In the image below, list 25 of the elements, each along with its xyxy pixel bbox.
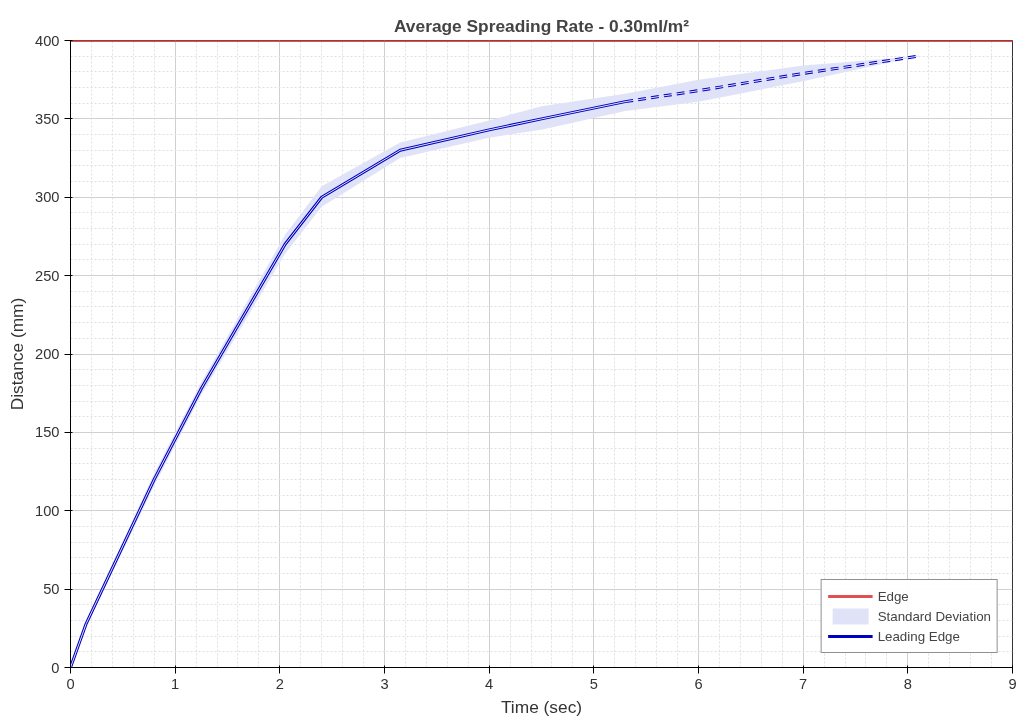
y-tick-label: 100: [35, 502, 60, 519]
x-tick-label: 8: [903, 675, 912, 692]
y-axis-title: Distance (mm): [7, 297, 28, 411]
x-tick-label: 3: [380, 675, 389, 692]
x-tick-label: 1: [171, 675, 180, 692]
y-tick-label: 300: [35, 189, 60, 206]
x-tick-label: 2: [275, 675, 284, 692]
x-tick-label: 0: [66, 675, 75, 692]
y-tick-label: 50: [43, 581, 60, 598]
y-tick-label: 150: [35, 424, 60, 441]
legend-label: Leading Edge: [877, 628, 960, 644]
x-tick-label: 6: [694, 675, 703, 692]
x-axis-title: Time (sec): [500, 696, 583, 717]
y-tick-label: 0: [51, 659, 60, 676]
x-tick-label: 4: [485, 675, 494, 692]
x-tick-label: 5: [589, 675, 598, 692]
legend-label: Standard Deviation: [877, 608, 991, 624]
y-tick-label: 350: [35, 110, 60, 127]
chart-title: Average Spreading Rate - 0.30ml/m²: [394, 15, 690, 36]
y-tick-label: 200: [35, 346, 60, 362]
y-tick-label: 250: [35, 267, 60, 284]
legend-label: Edge: [877, 588, 909, 604]
x-tick-label: 9: [1008, 675, 1017, 692]
x-tick-label: 7: [799, 675, 808, 692]
y-tick-label: 400: [35, 32, 60, 49]
